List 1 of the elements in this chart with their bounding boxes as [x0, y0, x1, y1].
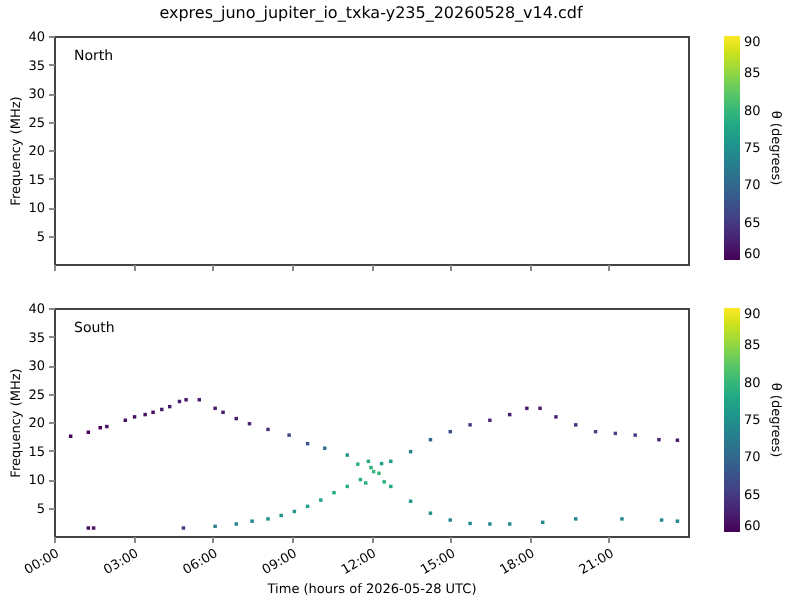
chart-title: expres_juno_jupiter_io_txka-y235_20260528_v14.cdf [159, 4, 583, 22]
